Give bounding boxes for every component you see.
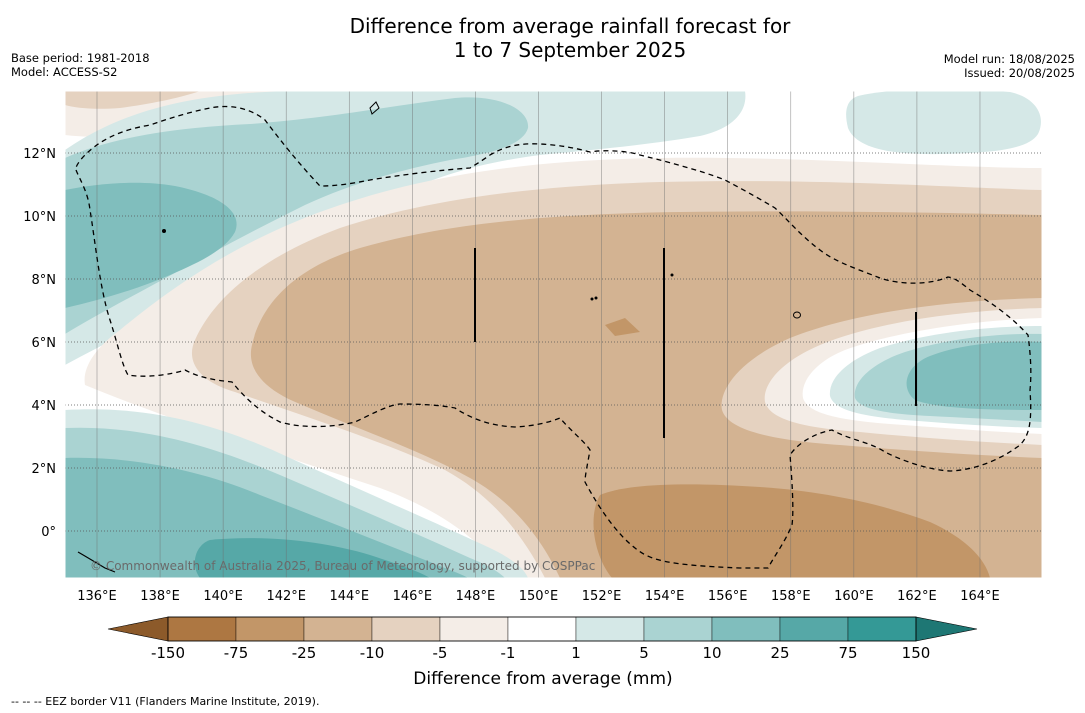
top-band-brown: [65, 91, 200, 109]
colorbar-tick-label: 1: [571, 644, 581, 662]
longitude-label: 156°E: [708, 589, 748, 604]
meta-left: Base period: 1981-2018 Model: ACCESS-S2: [11, 51, 150, 79]
latitude-label: 2°N: [32, 462, 57, 477]
brown-patch-small: [605, 318, 640, 336]
colorbar-segment: [235, 616, 305, 642]
issued-text: Issued: 20/08/2025: [964, 66, 1075, 80]
longitude-label: 138°E: [140, 589, 180, 604]
latitude-label: 4°N: [32, 399, 57, 414]
contour-fields: [65, 91, 1042, 578]
longitude-label: 162°E: [897, 589, 937, 604]
chart-title: Difference from average rainfall forecas…: [0, 14, 1085, 62]
colorbar-segment: [711, 616, 781, 642]
eez-border-dashed: [75, 105, 1032, 569]
brown-ring-10-25: [250, 211, 1042, 578]
colorbar-tick-label: -1: [501, 644, 516, 662]
colorbar-tick-label: 10: [702, 644, 721, 662]
title-line-1: Difference from average rainfall forecas…: [349, 14, 791, 38]
longitude-label: 158°E: [771, 589, 811, 604]
map-frame: [64, 90, 1043, 579]
longitude-label: 144°E: [330, 589, 370, 604]
island-dot: [594, 296, 598, 300]
colorbar-arrow-left: [107, 616, 169, 642]
colorbar-segment: [371, 616, 441, 642]
eez-footnote: -- -- -- EEZ border V11 (Flanders Marine…: [11, 695, 320, 708]
island-outline: [793, 311, 801, 319]
colorbar-tick-label: -150: [151, 644, 185, 662]
meta-right: Model run: 18/08/2025 Issued: 20/08/2025: [944, 52, 1075, 80]
colorbar-segment: [779, 616, 849, 642]
colorbar-segment: [507, 616, 577, 642]
island-outline: [77, 551, 116, 573]
colorbar-tick-label: -25: [292, 644, 317, 662]
longitude-label: 152°E: [582, 589, 622, 604]
legend-title: Difference from average (mm): [413, 669, 672, 689]
colorbar-tick-label: 75: [838, 644, 857, 662]
latitude-labels: 12°N 10°N 8°N 6°N 4°N 2°N 0°: [23, 147, 56, 540]
island-dot: [590, 297, 594, 301]
latitude-label: 8°N: [32, 273, 57, 288]
latitude-label: 12°N: [23, 147, 56, 162]
colorbar: [107, 616, 978, 642]
copyright-text: © Commonwealth of Australia 2025, Bureau…: [90, 559, 595, 573]
ne-teal-blob: [846, 91, 1041, 155]
longitude-labels: 136°E 138°E 140°E 142°E 144°E 146°E 148°E 150°E…: [77, 589, 1000, 604]
longitude-label: 160°E: [834, 589, 874, 604]
colorbar-tick-label: 150: [902, 644, 931, 662]
colorbar-tick-label: 25: [770, 644, 789, 662]
nw-teal-10-25: [65, 182, 237, 308]
longitude-label: 136°E: [77, 589, 117, 604]
colorbar-segment: [643, 616, 713, 642]
island-outline: [369, 101, 380, 115]
colorbar-tick-label: 5: [639, 644, 649, 662]
sw-teal-25-75: [194, 538, 430, 578]
longitude-label: 140°E: [203, 589, 243, 604]
longitude-label: 164°E: [960, 589, 1000, 604]
colorbar-arrow-right: [915, 616, 978, 642]
east-teal-10-25: [906, 341, 1042, 410]
colorbar-tick-label: -75: [224, 644, 249, 662]
model-run-text: Model run: 18/08/2025: [943, 52, 1075, 66]
colorbar-segment: [439, 616, 509, 642]
longitude-label: 142°E: [266, 589, 306, 604]
colorbar-segment: [167, 616, 237, 642]
latitude-label: 6°N: [32, 336, 57, 351]
title-line-2: 1 to 7 September 2025: [453, 38, 687, 62]
longitude-label: 154°E: [645, 589, 685, 604]
colorbar-segment: [303, 616, 373, 642]
longitude-label: 148°E: [456, 589, 496, 604]
colorbar-outline: [167, 616, 917, 642]
sw-teal-10-25: [65, 457, 468, 578]
latitude-label: 10°N: [23, 210, 56, 225]
colorbar-tick-label: -5: [433, 644, 448, 662]
colorbar-segment: [847, 616, 917, 642]
longitude-label: 150°E: [519, 589, 559, 604]
base-period-text: Base period: 1981-2018: [11, 51, 150, 65]
colorbar-tick-labels: -150 -75 -25 -10 -5 -1 1 5 10 25 75 150: [151, 644, 930, 662]
latitude-label: 0°: [41, 525, 56, 540]
model-text: Model: ACCESS-S2: [11, 65, 118, 79]
colorbar-segment: [575, 616, 645, 642]
island-dot: [162, 229, 166, 233]
colorbar-tick-label: -10: [360, 644, 385, 662]
longitude-label: 146°E: [393, 589, 433, 604]
island-dot: [670, 273, 674, 277]
